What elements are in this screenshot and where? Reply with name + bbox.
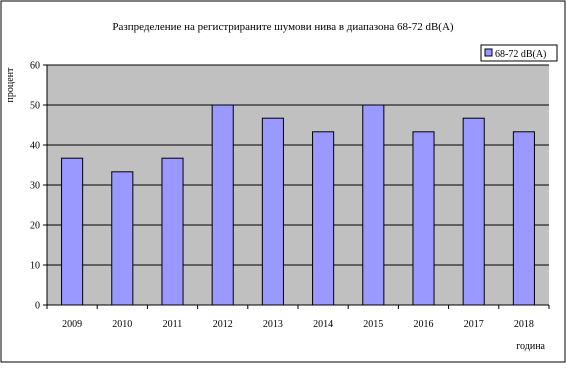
y-tick-label: 0 [35, 301, 40, 312]
y-tick-label: 40 [30, 141, 40, 152]
y-tick-label: 50 [30, 101, 40, 112]
x-axis-label: година [516, 341, 545, 352]
y-axis-label: процент [5, 67, 16, 102]
bar [61, 157, 84, 306]
x-tick-label: 2011 [163, 319, 183, 330]
bar [512, 131, 535, 306]
x-tick-label: 2015 [363, 319, 383, 330]
legend-label: 68-72 dB(A) [495, 49, 546, 60]
bar [161, 157, 184, 306]
x-tick-label: 2009 [62, 319, 82, 330]
bar [362, 104, 385, 306]
y-tick-label: 60 [30, 61, 40, 72]
x-tick-label: 2010 [112, 319, 132, 330]
y-tick-label: 30 [30, 181, 40, 192]
legend: 68-72 dB(A) [480, 44, 558, 62]
x-tick-label: 2014 [313, 319, 333, 330]
x-tick-label: 2017 [464, 319, 484, 330]
y-tick-label: 10 [30, 261, 40, 272]
bar [462, 117, 485, 306]
chart-title: Разпределение на регистрираните шумови н… [112, 21, 453, 33]
bar [312, 131, 335, 306]
legend-swatch [484, 48, 493, 57]
bar [261, 117, 284, 306]
x-tick-label: 2018 [514, 319, 534, 330]
bar [211, 104, 234, 306]
x-tick-label: 2016 [414, 319, 434, 330]
legend-box [480, 44, 558, 62]
y-tick-label: 20 [30, 221, 40, 232]
bar [111, 171, 134, 306]
x-tick-label: 2013 [263, 319, 283, 330]
bar [412, 131, 435, 306]
x-tick-label: 2012 [213, 319, 233, 330]
